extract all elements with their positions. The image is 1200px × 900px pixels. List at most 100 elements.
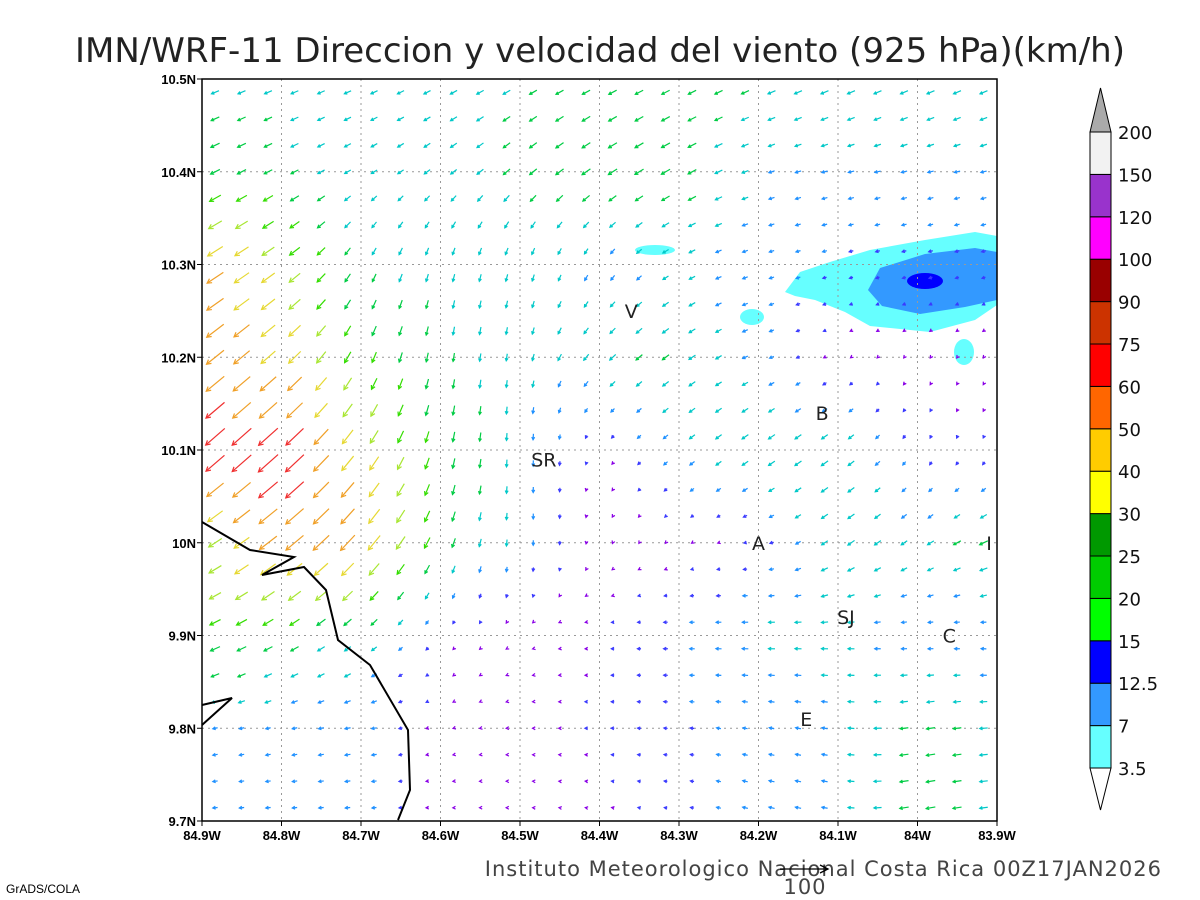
- wind-vector-head: [424, 331, 429, 337]
- wind-vector-shaft: [555, 142, 564, 149]
- wind-vector-head: [927, 275, 933, 280]
- wind-vector: [315, 377, 328, 391]
- wind-vector: [284, 481, 305, 499]
- wind-vector: [611, 461, 616, 466]
- wind-vector: [342, 590, 353, 602]
- wind-vector-shaft: [452, 352, 456, 362]
- wind-vector: [449, 116, 458, 122]
- wind-vector-shaft: [452, 326, 456, 335]
- wind-vector-head: [715, 805, 720, 810]
- wind-vector-shaft: [794, 434, 802, 440]
- wind-vector: [688, 407, 696, 414]
- wind-vector: [663, 593, 668, 598]
- wind-vector: [209, 142, 220, 149]
- wind-vector: [317, 700, 325, 704]
- wind-vector-shaft: [314, 562, 329, 576]
- colorbar-swatch: [1089, 301, 1112, 345]
- wind-vector-head: [370, 647, 375, 652]
- wind-vector-head: [290, 674, 295, 678]
- wind-vector-head: [741, 488, 746, 492]
- wind-vector: [288, 298, 301, 310]
- wind-vector: [316, 299, 326, 310]
- wind-vector-head: [740, 143, 745, 148]
- wind-vector-head: [211, 726, 216, 731]
- wind-vector: [531, 699, 536, 704]
- wind-vector-head: [687, 117, 692, 122]
- wind-vector: [821, 408, 828, 413]
- wind-vector-shaft: [398, 378, 404, 390]
- wind-vector-head: [766, 91, 772, 95]
- wind-vector-head: [636, 276, 641, 281]
- wind-vector-shaft: [205, 401, 225, 419]
- wind-vector: [531, 646, 536, 651]
- wind-vector: [557, 619, 563, 624]
- wind-vector-head: [846, 752, 852, 757]
- wind-vector-head: [978, 91, 984, 95]
- wind-vector: [610, 752, 615, 757]
- wind-vector-head: [238, 779, 243, 784]
- wind-vector-head: [316, 621, 321, 627]
- wind-vector-head: [873, 143, 878, 148]
- y-tick-label: 10.3N: [161, 258, 196, 273]
- wind-vector: [208, 592, 222, 600]
- wind-vector: [263, 90, 273, 95]
- wind-vector: [238, 779, 245, 784]
- wind-vector-head: [610, 408, 615, 413]
- wind-vector-shaft: [479, 353, 482, 362]
- wind-vector-head: [285, 440, 291, 446]
- wind-vector-head: [557, 488, 562, 493]
- wind-vector-head: [260, 358, 267, 365]
- wind-vector-head: [846, 646, 851, 651]
- wind-vector-head: [820, 779, 825, 784]
- wind-vector: [288, 324, 301, 338]
- wind-vector: [370, 169, 378, 175]
- wind-vector: [236, 142, 247, 148]
- wind-vector-head: [341, 438, 348, 445]
- wind-vector-head: [662, 726, 667, 731]
- wind-vector: [584, 435, 589, 440]
- wind-vector-shaft: [714, 116, 723, 122]
- wind-vector-head: [768, 514, 773, 519]
- wind-vector: [205, 323, 225, 338]
- wind-vector: [207, 538, 223, 548]
- wind-vector-shaft: [821, 487, 829, 493]
- wind-vector-head: [582, 224, 587, 229]
- wind-vector-shaft: [900, 727, 909, 730]
- wind-vector-shaft: [370, 404, 379, 417]
- wind-vector-head: [927, 620, 932, 625]
- wind-vector-shaft: [232, 481, 251, 498]
- wind-vector: [979, 169, 987, 174]
- wind-vector-head: [504, 568, 509, 573]
- wind-vector-head: [898, 806, 903, 811]
- wind-vector-head: [846, 542, 852, 546]
- wind-vector: [795, 302, 801, 307]
- wind-vector-shaft: [582, 194, 590, 202]
- wind-vector: [557, 248, 562, 256]
- wind-vector-head: [953, 169, 958, 174]
- wind-vector: [926, 567, 934, 572]
- x-tick-label: 84.5W: [501, 828, 539, 843]
- wind-vector: [257, 427, 279, 447]
- wind-vector-head: [557, 726, 562, 731]
- wind-vector: [291, 805, 298, 810]
- wind-vector: [206, 510, 224, 523]
- wind-vector: [344, 221, 351, 229]
- wind-vector-head: [205, 305, 212, 311]
- wind-vector: [794, 726, 801, 731]
- wind-vector-head: [451, 411, 456, 417]
- wind-vector-head: [503, 198, 508, 203]
- wind-vector-head: [233, 250, 240, 257]
- wind-vector-shaft: [926, 753, 936, 757]
- colorbar-label: 60: [1118, 377, 1141, 398]
- x-tick-label: 84.3W: [660, 828, 698, 843]
- wind-vector-head: [714, 329, 719, 333]
- wind-vector-head: [371, 358, 376, 364]
- wind-vector-shaft: [342, 403, 353, 417]
- wind-vector-head: [794, 196, 799, 201]
- wind-vector: [900, 196, 908, 201]
- wind-vector-head: [741, 462, 746, 466]
- wind-vector: [687, 116, 697, 122]
- wind-vector: [449, 89, 458, 95]
- wind-vector: [741, 381, 749, 386]
- wind-vector-head: [767, 409, 772, 413]
